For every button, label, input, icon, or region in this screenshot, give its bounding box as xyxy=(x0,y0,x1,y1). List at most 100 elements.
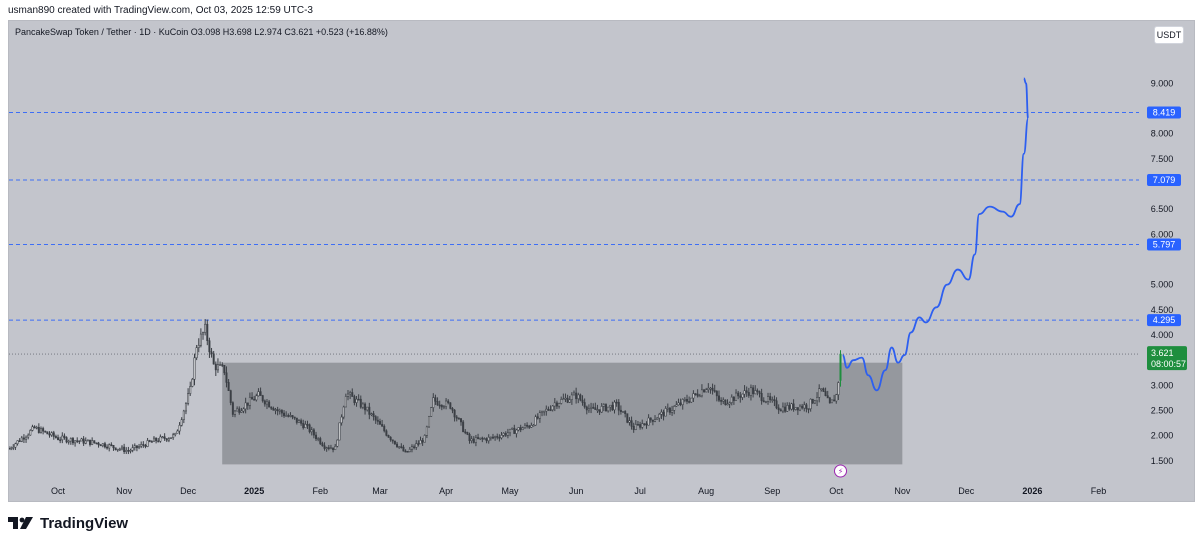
candle-body xyxy=(594,407,597,410)
candle-body xyxy=(474,437,477,443)
candle-body xyxy=(513,427,516,434)
candle-body xyxy=(722,399,725,402)
tradingview-logo-icon xyxy=(8,517,33,529)
candle-body xyxy=(374,416,377,421)
candle-body xyxy=(425,426,428,436)
x-tick-label: Jul xyxy=(634,486,646,496)
candle-body xyxy=(227,382,230,391)
candle-body xyxy=(131,447,134,451)
x-tick-label: Aug xyxy=(698,486,714,496)
candle-body xyxy=(709,387,712,390)
candle-body xyxy=(538,412,541,419)
candle-body xyxy=(127,449,130,452)
candle-body xyxy=(225,372,228,383)
candle-body xyxy=(89,439,92,445)
price-chart[interactable]: ⚡ 9.000 8.000 7.500 6.500 6.000 5.000 4.500 4.00… xyxy=(9,21,1194,501)
candle-body xyxy=(696,393,699,397)
candle-body xyxy=(462,421,465,433)
candle-body xyxy=(61,435,64,441)
candle-body xyxy=(419,440,422,445)
chart-caption: usman890 created with TradingView.com, O… xyxy=(8,5,313,16)
candle-body xyxy=(739,395,742,398)
candle-body xyxy=(59,439,62,442)
candle-body xyxy=(491,436,494,439)
candle-body xyxy=(658,413,661,419)
candle-body xyxy=(121,446,123,450)
candle-body xyxy=(666,407,669,410)
price-label-bg xyxy=(1147,346,1187,371)
candle-body xyxy=(460,418,462,423)
candle-body xyxy=(681,399,684,406)
candle-body xyxy=(839,353,842,381)
candle-body xyxy=(764,401,767,403)
candle-body xyxy=(677,402,680,406)
candle-body xyxy=(159,436,162,442)
candle-body xyxy=(479,437,482,440)
x-tick-label: Sep xyxy=(764,486,780,496)
candle-body xyxy=(214,363,217,371)
candle-body xyxy=(312,429,315,436)
candle-body xyxy=(274,409,277,411)
symbol-legend: PancakeSwap Token / Tether · 1D · KuCoin… xyxy=(15,27,388,37)
candle-body xyxy=(575,392,578,400)
candle-body xyxy=(624,411,627,414)
candle-body xyxy=(662,411,665,417)
candle-body xyxy=(229,390,232,403)
level-label: 7.079 xyxy=(1153,175,1176,185)
candle-body xyxy=(189,386,192,394)
x-tick-label: 2025 xyxy=(244,486,264,496)
candle-body xyxy=(146,440,149,447)
x-tick-label: Oct xyxy=(829,486,844,496)
candle-body xyxy=(506,432,509,436)
candle-body xyxy=(103,443,106,448)
candle-body xyxy=(99,444,102,447)
candle-body xyxy=(370,413,373,415)
candle-body xyxy=(12,446,15,449)
candle-body xyxy=(408,448,411,453)
candle-body xyxy=(824,391,827,396)
candle-body xyxy=(421,440,424,443)
candle-body xyxy=(634,424,637,430)
y-tick-label: 9.000 xyxy=(1151,78,1174,88)
candle-body xyxy=(741,393,744,398)
candle-body xyxy=(404,450,407,453)
y-tick-label: 7.500 xyxy=(1151,154,1174,164)
currency-button[interactable]: USDT xyxy=(1154,26,1184,44)
candle-body xyxy=(135,445,138,449)
candle-body xyxy=(705,389,708,393)
candle-body xyxy=(600,406,603,413)
candle-body xyxy=(468,433,471,441)
candle-body xyxy=(566,397,569,403)
candle-body xyxy=(123,446,126,452)
candle-body xyxy=(803,404,806,409)
candle-body xyxy=(833,399,836,402)
candle-body xyxy=(31,426,34,431)
candle-body xyxy=(133,445,136,448)
candle-body xyxy=(509,428,512,434)
candle-body xyxy=(737,392,740,397)
candle-body xyxy=(357,398,360,401)
candle-body xyxy=(504,432,507,436)
candle-body xyxy=(590,406,593,409)
candle-body xyxy=(327,447,330,449)
candle-body xyxy=(526,424,529,427)
candle-body xyxy=(347,393,349,397)
candle-body xyxy=(29,430,32,436)
candle-body xyxy=(304,423,307,429)
candle-body xyxy=(536,416,539,419)
chart-panel[interactable]: ⚡ 9.000 8.000 7.500 6.500 6.000 5.000 4.500 4.00… xyxy=(8,20,1195,502)
x-tick-label: Feb xyxy=(313,486,329,496)
candle-body xyxy=(396,443,399,448)
candle-body xyxy=(48,433,51,436)
level-label: 4.295 xyxy=(1153,315,1176,325)
candle-body xyxy=(830,399,833,404)
candle-body xyxy=(447,400,450,404)
candle-body xyxy=(818,388,821,398)
candle-body xyxy=(342,406,345,418)
candle-body xyxy=(27,434,30,438)
candle-body xyxy=(747,392,750,396)
candle-body xyxy=(573,392,575,396)
candle-body xyxy=(816,396,819,402)
candle-body xyxy=(76,440,79,442)
candle-body xyxy=(801,405,804,409)
